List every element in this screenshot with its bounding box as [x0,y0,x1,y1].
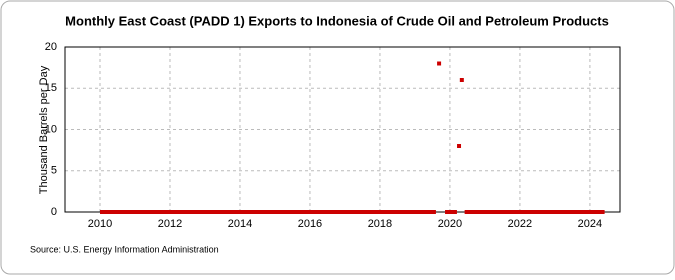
y-tick-label: 0 [51,206,57,218]
source: Source: U.S. Energy Information Administ… [30,244,219,254]
x-tick-label: 2012 [158,218,182,230]
x-tick-label: 2010 [88,218,112,230]
x-tick-label: 2020 [438,218,462,230]
y-axis-label: Thousand Barrels per Day [38,65,50,194]
x-tick-label: 2014 [228,218,252,230]
y-tick-label: 10 [45,123,57,135]
y-tick-label: 20 [45,41,57,53]
x-tick-label: 2016 [298,218,322,230]
y-tick-label: 5 [51,165,57,177]
x-tick-label: 2022 [508,218,532,230]
chart-title: Monthly East Coast (PADD 1) Exports to I… [65,13,609,28]
y-tick-label: 15 [45,82,57,94]
data-point [457,144,462,148]
x-tick-label: 2024 [578,218,602,230]
data-point [459,78,464,82]
data-point [437,61,442,66]
x-tick-label: 2018 [368,218,392,230]
